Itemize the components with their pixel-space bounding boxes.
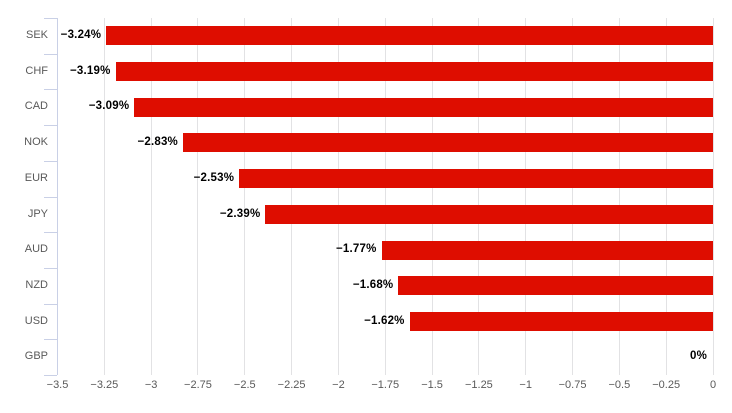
bar [265,204,713,224]
bar [381,240,713,260]
category-label: JPY [27,207,48,220]
x-tick-label: −0.25 [652,379,681,391]
gridline [384,18,386,375]
gridline [665,18,667,375]
bar [134,97,713,117]
category-axis-tick-icon [44,125,57,127]
value-label: −3.19% [70,64,111,77]
x-tick-label: −3.5 [46,379,69,391]
gridline [431,18,433,375]
category-label: NZD [25,278,48,291]
category-axis-tick-icon [44,160,57,162]
gridline [572,18,574,375]
x-tick-label: −2 [332,379,345,391]
gridline [618,18,620,375]
bar [115,62,713,82]
gridline [291,18,293,375]
gridline [103,18,105,375]
value-label: −3.09% [88,100,130,113]
value-label: −2.53% [193,171,235,184]
category-axis-line [57,18,58,375]
category-label: CHF [25,64,48,77]
category-axis-tick-icon [44,196,57,198]
x-tick-label: 0 [709,379,717,391]
value-label: 0% [689,350,707,363]
category-axis-tick-icon [44,53,57,55]
category-label: SEK [25,29,48,41]
category-axis-tick-icon [44,267,57,269]
bar [239,169,713,189]
category-axis-tick-icon [44,303,57,305]
gridline [150,18,152,375]
category-axis-tick-icon [44,232,57,234]
gridline [244,18,246,375]
x-tick-label: −1.5 [421,379,443,391]
category-axis-tick-icon [44,339,57,341]
category-label: CAD [24,100,48,113]
gridline [525,18,527,375]
x-tick-label: −3 [144,379,158,391]
x-tick-label: −0.75 [558,379,587,391]
x-tick-label: −2.5 [233,379,256,391]
x-tick-label: −1.75 [371,379,400,391]
x-tick-label: −1 [519,379,532,391]
x-tick-label: −2.75 [184,379,212,391]
gridline [337,18,339,375]
bar [106,26,713,46]
bar [409,311,713,331]
category-label: GBP [24,350,48,363]
category-axis-tick-icon [44,18,57,19]
value-label: −2.83% [137,136,178,149]
gridline [197,18,199,375]
value-label: −2.39% [219,207,261,220]
value-label: −1.77% [335,243,377,256]
category-axis-tick-icon [44,89,57,91]
value-label: −3.24% [60,29,102,41]
x-tick-label: −2.25 [277,379,306,391]
x-tick-label: −3.25 [90,379,119,391]
category-label: EUR [24,171,48,184]
value-label: −1.62% [364,314,405,327]
value-label: −1.68% [352,278,394,291]
bar [182,133,713,153]
bar [398,276,713,296]
category-label: NOK [24,136,48,149]
gridline [712,18,714,375]
x-tick-label: −0.5 [608,379,631,391]
category-label: USD [24,314,48,327]
category-label: AUD [24,243,48,256]
gridline [478,18,480,375]
x-tick-label: −1.25 [464,379,493,391]
category-axis-tick-icon [44,375,57,376]
